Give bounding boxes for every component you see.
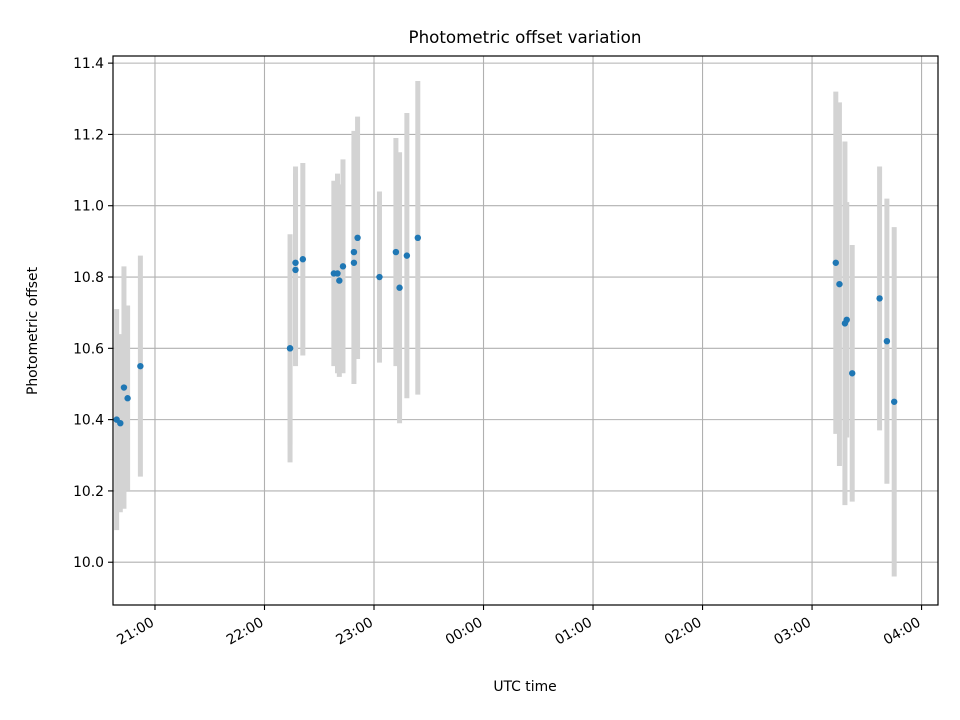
data-point (836, 280, 843, 288)
y-tick-label: 10.4 (73, 413, 104, 429)
y-axis-title: Photometric offset (25, 266, 41, 395)
data-point (292, 259, 299, 266)
y-axis: 10.0 10.2 10.4 10.6 10.8 11.0 11.2 11.4 (73, 56, 113, 571)
data-point (339, 263, 347, 270)
data-point (832, 259, 839, 266)
data-point (354, 234, 361, 242)
grid (113, 56, 938, 605)
data-point (350, 259, 358, 266)
data-point (350, 248, 358, 256)
y-tick-label: 10.2 (73, 484, 104, 500)
y-tick-label: 11.0 (73, 199, 104, 215)
data-point (117, 419, 124, 427)
data-point (849, 370, 856, 377)
data-point (292, 266, 299, 274)
data-point (414, 234, 422, 242)
data-point (876, 295, 883, 302)
data-point (843, 316, 850, 324)
data-point (336, 277, 343, 284)
y-tick-label: 11.2 (73, 127, 104, 143)
plot-frame (112, 55, 939, 606)
data-point (334, 270, 341, 277)
data-point (137, 362, 144, 370)
data-point (124, 395, 131, 402)
chart-title: Photometric offset variation (409, 27, 642, 47)
y-tick-label: 10.6 (73, 341, 104, 357)
data-point (299, 256, 307, 263)
data-point (120, 384, 128, 391)
data-point (883, 337, 891, 345)
data-point (403, 252, 411, 259)
y-tick-label: 11.4 (73, 56, 104, 72)
y-tick-label: 10.8 (73, 270, 104, 286)
data-point (286, 345, 294, 352)
data-point (376, 273, 383, 281)
data-point (890, 398, 898, 405)
data-point (392, 248, 400, 256)
data-points (113, 234, 898, 427)
y-tick-label: 10.0 (73, 555, 104, 571)
x-axis-title: UTC time (493, 679, 556, 695)
data-point (396, 284, 403, 291)
